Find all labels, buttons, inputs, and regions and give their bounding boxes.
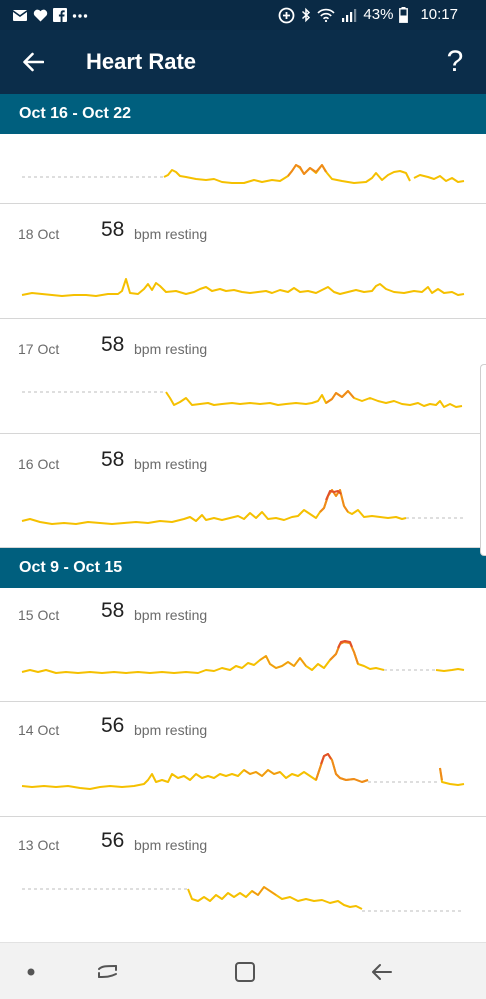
heart-rate-sparkline <box>21 753 465 790</box>
bpm-unit: bpm resting <box>134 341 208 357</box>
more-notifications-icon <box>72 14 88 18</box>
bpm-unit: bpm resting <box>134 722 208 738</box>
recent-apps-button[interactable] <box>88 955 128 989</box>
heart-rate-sparkline <box>21 489 464 525</box>
day-date: 18 Oct <box>18 226 60 242</box>
day-card[interactable] <box>0 134 486 204</box>
heart-rate-sparkline <box>21 278 465 297</box>
heart-icon <box>33 9 48 21</box>
clock: 10:17 <box>420 6 458 23</box>
signal-icon <box>342 9 357 22</box>
heart-rate-sparkline <box>21 640 465 674</box>
wifi-icon <box>317 8 336 22</box>
resting-bpm: 58 <box>101 599 125 622</box>
week-header: Oct 16 - Oct 22 <box>0 94 486 134</box>
back-button[interactable] <box>14 44 52 80</box>
day-date: 16 Oct <box>18 456 60 472</box>
heart-rate-sparkline <box>22 164 465 184</box>
bluetooth-icon <box>302 7 311 23</box>
resting-bpm: 56 <box>101 714 125 737</box>
heart-rate-list[interactable]: Oct 16 - Oct 22 18 Oct 58 bpm resting 17… <box>0 94 486 942</box>
home-icon <box>235 962 255 982</box>
recent-apps-icon <box>98 965 117 978</box>
email-icon <box>12 9 28 21</box>
heart-rate-sparkline <box>22 390 463 408</box>
facebook-icon <box>53 8 67 22</box>
day-card[interactable]: 17 Oct 58 bpm resting <box>0 319 486 434</box>
bpm-unit: bpm resting <box>134 837 208 853</box>
week-header: Oct 9 - Oct 15 <box>0 548 486 588</box>
resting-bpm: 58 <box>101 218 125 241</box>
status-bar: 43% 10:17 <box>0 0 486 30</box>
heart-rate-sparkline <box>22 886 464 912</box>
day-date: 14 Oct <box>18 722 60 738</box>
day-card[interactable]: 18 Oct 58 bpm resting <box>0 204 486 319</box>
day-card[interactable]: 14 Oct 56 bpm resting <box>0 702 486 817</box>
day-card[interactable]: 13 Oct 56 bpm resting <box>0 817 486 942</box>
app-bar: Heart Rate ? <box>0 30 486 94</box>
home-button[interactable] <box>225 955 265 989</box>
system-back-button[interactable] <box>361 955 401 989</box>
arrow-left-icon <box>23 52 44 72</box>
bpm-unit: bpm resting <box>134 456 208 472</box>
back-nav-icon <box>372 964 392 980</box>
nav-dot-button[interactable] <box>11 955 51 989</box>
battery-percent: 43% <box>363 6 394 23</box>
system-nav-bar <box>0 942 486 999</box>
page-title: Heart Rate <box>86 49 197 74</box>
battery-icon <box>399 7 409 23</box>
resting-bpm: 56 <box>101 829 125 852</box>
day-card[interactable]: 15 Oct 58 bpm resting <box>0 588 486 702</box>
dot-icon <box>27 968 35 976</box>
day-date: 13 Oct <box>18 837 60 853</box>
data-saver-icon <box>279 7 295 23</box>
bpm-unit: bpm resting <box>134 607 208 623</box>
notification-icons <box>12 6 88 24</box>
help-button[interactable]: ? <box>446 45 464 78</box>
resting-bpm: 58 <box>101 333 125 356</box>
system-icons: 43% 10:17 <box>278 6 458 24</box>
scrollbar-thumb[interactable] <box>480 364 486 556</box>
day-date: 17 Oct <box>18 341 60 357</box>
resting-bpm: 58 <box>101 448 125 471</box>
bpm-unit: bpm resting <box>134 226 208 242</box>
day-card[interactable]: 16 Oct 58 bpm resting <box>0 434 486 548</box>
day-date: 15 Oct <box>18 607 60 623</box>
